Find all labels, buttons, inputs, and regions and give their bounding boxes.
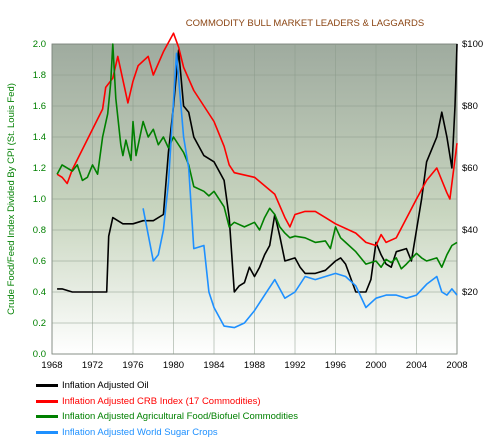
legend-label: Inflation Adjusted CRB Index (17 Commodi… (62, 395, 261, 407)
y2-tick-label: $80 (462, 101, 478, 112)
legend-item: Inflation Adjusted CRB Index (17 Commodi… (36, 394, 366, 409)
legend-label: Inflation Adjusted Oil (62, 380, 149, 391)
y-tick-label: 1.8 (33, 70, 46, 81)
y-tick-label: 1.6 (33, 101, 46, 112)
legend-label: Inflation Adjusted Agricultural Food/Bio… (62, 411, 299, 422)
grid (51, 43, 458, 355)
y2-tick-label: $20 (462, 287, 478, 298)
series-line (57, 43, 458, 293)
legend-item: Inflation Adjusted World Sugar Crops (36, 425, 366, 440)
series-line (56, 32, 458, 247)
y2-tick-label: $100 (462, 39, 483, 50)
legend-swatch (36, 430, 58, 434)
y-tick-label: 0.4 (33, 287, 46, 298)
y-tick-label: 1.4 (33, 132, 46, 143)
x-tick-label: 1972 (82, 360, 103, 371)
y-tick-label: 2.0 (33, 39, 46, 50)
legend-swatch (36, 399, 58, 403)
y2-tick-label: $60 (462, 163, 478, 174)
series-line (56, 43, 458, 270)
legend-swatch (36, 415, 58, 418)
legend-swatch (36, 384, 58, 387)
y-tick-label: 1.2 (33, 163, 46, 174)
legend-item: Inflation Adjusted Agricultural Food/Bio… (36, 409, 366, 424)
y-axis-label: Crude Food/Feed Index Divided By CPI (St… (6, 83, 17, 315)
legend-item: Inflation Adjusted Oil (36, 378, 366, 393)
x-tick-label: 2000 (365, 360, 386, 371)
x-tick-label: 1988 (244, 360, 265, 371)
x-tick-label: 1992 (284, 360, 305, 371)
y-tick-label: 1.0 (33, 194, 46, 205)
legend: Inflation Adjusted Oil Inflation Adjusted… (36, 378, 366, 440)
x-tick-label: 1968 (41, 360, 62, 371)
series-line (142, 52, 458, 329)
legend-label: Inflation Adjusted World Sugar Crops (62, 426, 218, 438)
y-tick-label: 0.2 (33, 318, 46, 329)
tick-labels: 0.0 0.2 0.4 0.6 0.8 1.0 1.2 1.4 1.6 1.8 2.0 1968 197… (33, 39, 483, 371)
x-tick-label: 1996 (325, 360, 346, 371)
y2-tick-label: $40 (462, 225, 478, 236)
y-tick-label: 0.6 (33, 256, 46, 267)
y-tick-label: 0.8 (33, 225, 46, 236)
x-tick-label: 1980 (163, 360, 184, 371)
y-tick-label: 0.0 (33, 349, 46, 360)
series-group (56, 32, 458, 329)
chart-title: COMMODITY BULL MARKET LEADERS & LAGGARDS (186, 18, 424, 29)
x-tick-label: 1984 (203, 360, 224, 371)
x-tick-label: 2004 (406, 360, 427, 371)
x-tick-label: 2008 (446, 360, 467, 371)
x-tick-label: 1976 (122, 360, 143, 371)
